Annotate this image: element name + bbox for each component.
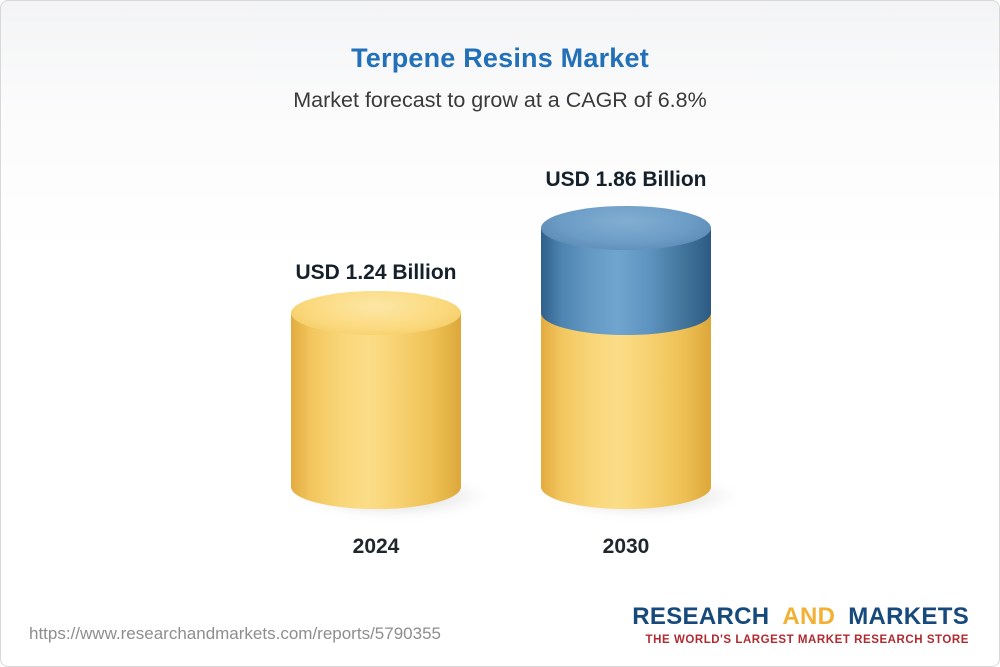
value-label-2030: USD 1.86 Billion [545,168,707,191]
bar-2030-base-segment [541,313,711,509]
x-axis-label-2030: 2030 [602,535,650,558]
value-label-2024: USD 1.24 Billion [295,261,457,284]
source-url-link[interactable]: https://www.researchandmarkets.com/repor… [29,624,441,643]
brand-and-text: AND [782,603,836,630]
page-subtitle: Market forecast to grow at a CAGR of 6.8… [293,88,707,112]
brand-wordmark: RESEARCH AND MARKETS [632,603,969,631]
brand-markets-text: MARKETS [848,603,969,630]
bar-2024-cylinder [291,313,461,509]
research-and-markets-logo: RESEARCH AND MARKETS THE WORLD'S LARGEST… [632,603,969,646]
brand-research-text: RESEARCH [632,603,770,630]
bar-2024-cylinder-top [291,291,461,335]
x-axis-label-2024: 2024 [352,535,400,558]
brand-tagline: THE WORLD'S LARGEST MARKET RESEARCH STOR… [645,634,969,646]
page-title: Terpene Resins Market [351,43,649,73]
bar-2030-cylinder-top [541,206,711,250]
